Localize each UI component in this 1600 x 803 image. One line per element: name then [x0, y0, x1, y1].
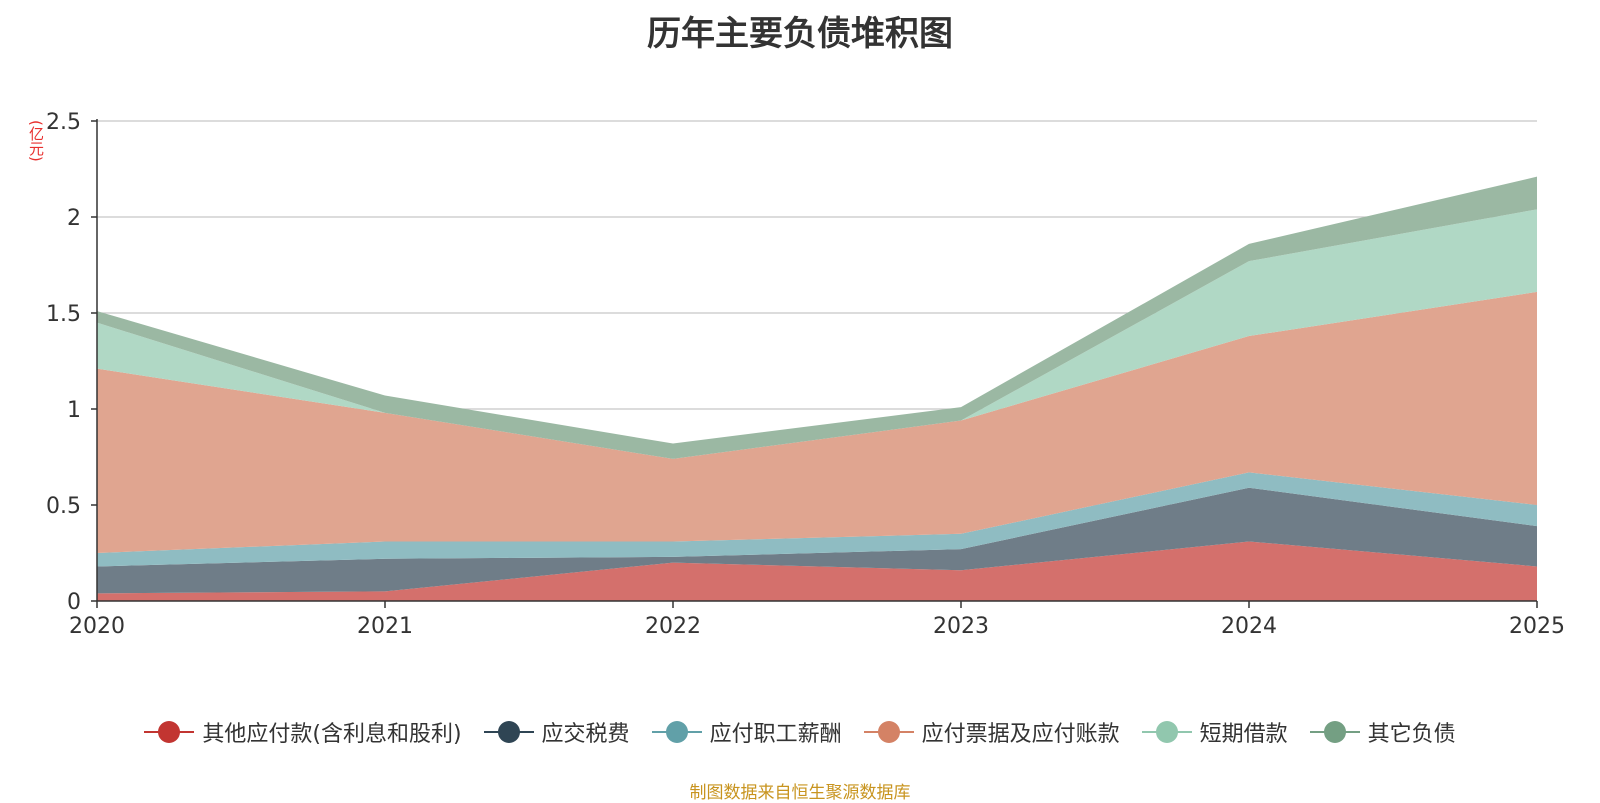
legend-marker-icon	[863, 720, 914, 744]
legend-item[interactable]: 其他应付款(含利息和股利)	[144, 716, 462, 748]
legend-marker-icon	[483, 720, 534, 744]
legend-item[interactable]: 短期借款	[1141, 716, 1288, 748]
x-tick-label: 2024	[1221, 614, 1277, 639]
x-tick-label: 2023	[933, 614, 989, 639]
legend-marker-icon	[1141, 720, 1192, 744]
legend-label: 应交税费	[541, 722, 630, 747]
axis-layer: 0 0.5 1 1.5 2 2.5 2020 2021 2022 2023 2024 2025	[46, 110, 1565, 639]
chart-legend: 其他应付款(含利息和股利) 应交税费 应付职工薪酬 应付票据及应付账款 短期借款 其它负债	[0, 716, 1600, 748]
area-layer	[97, 176, 1537, 601]
legend-marker-icon	[651, 720, 702, 744]
x-tick-label: 2020	[69, 614, 125, 639]
legend-dot	[158, 721, 181, 743]
legend-item[interactable]: 应交税费	[483, 716, 630, 748]
legend-marker-icon	[1309, 720, 1360, 744]
legend-label: 应付职工薪酬	[709, 722, 842, 747]
area-series-2	[97, 487, 1537, 594]
y-tick-label: 1.5	[46, 302, 81, 327]
legend-label: 其他应付款(含利息和股利)	[202, 722, 462, 747]
legend-dot	[1323, 721, 1346, 743]
area-series-3	[97, 472, 1537, 567]
legend-marker-icon	[144, 720, 195, 744]
source-note: 制图数据来自恒生聚源数据库	[689, 783, 911, 803]
legend-dot	[1155, 721, 1178, 743]
legend-item[interactable]: 应付职工薪酬	[651, 716, 842, 748]
area-series-5	[97, 209, 1537, 459]
y-tick-label: 2.5	[46, 110, 81, 135]
y-tick-label: 2	[67, 206, 81, 231]
x-tick-label: 2025	[1509, 614, 1565, 639]
legend-item[interactable]: 应付票据及应付账款	[863, 716, 1120, 748]
legend-dot	[665, 721, 688, 743]
y-tick-label: 1	[67, 398, 81, 423]
y-tick-label: 0	[67, 590, 81, 615]
y-tick-label: 0.5	[46, 494, 81, 519]
legend-dot	[497, 721, 520, 743]
chart-title: 历年主要负债堆积图	[647, 14, 953, 54]
y-axis-unit-label: (亿元)	[27, 120, 45, 162]
legend-label: 短期借款	[1199, 722, 1288, 747]
legend-dot	[877, 721, 900, 743]
legend-label: 应付票据及应付账款	[921, 722, 1120, 747]
legend-item[interactable]: 其它负债	[1309, 716, 1456, 748]
x-tick-label: 2022	[645, 614, 701, 639]
legend-label: 其它负债	[1367, 722, 1456, 747]
area-series-1	[97, 541, 1537, 601]
x-tick-label: 2021	[357, 614, 413, 639]
